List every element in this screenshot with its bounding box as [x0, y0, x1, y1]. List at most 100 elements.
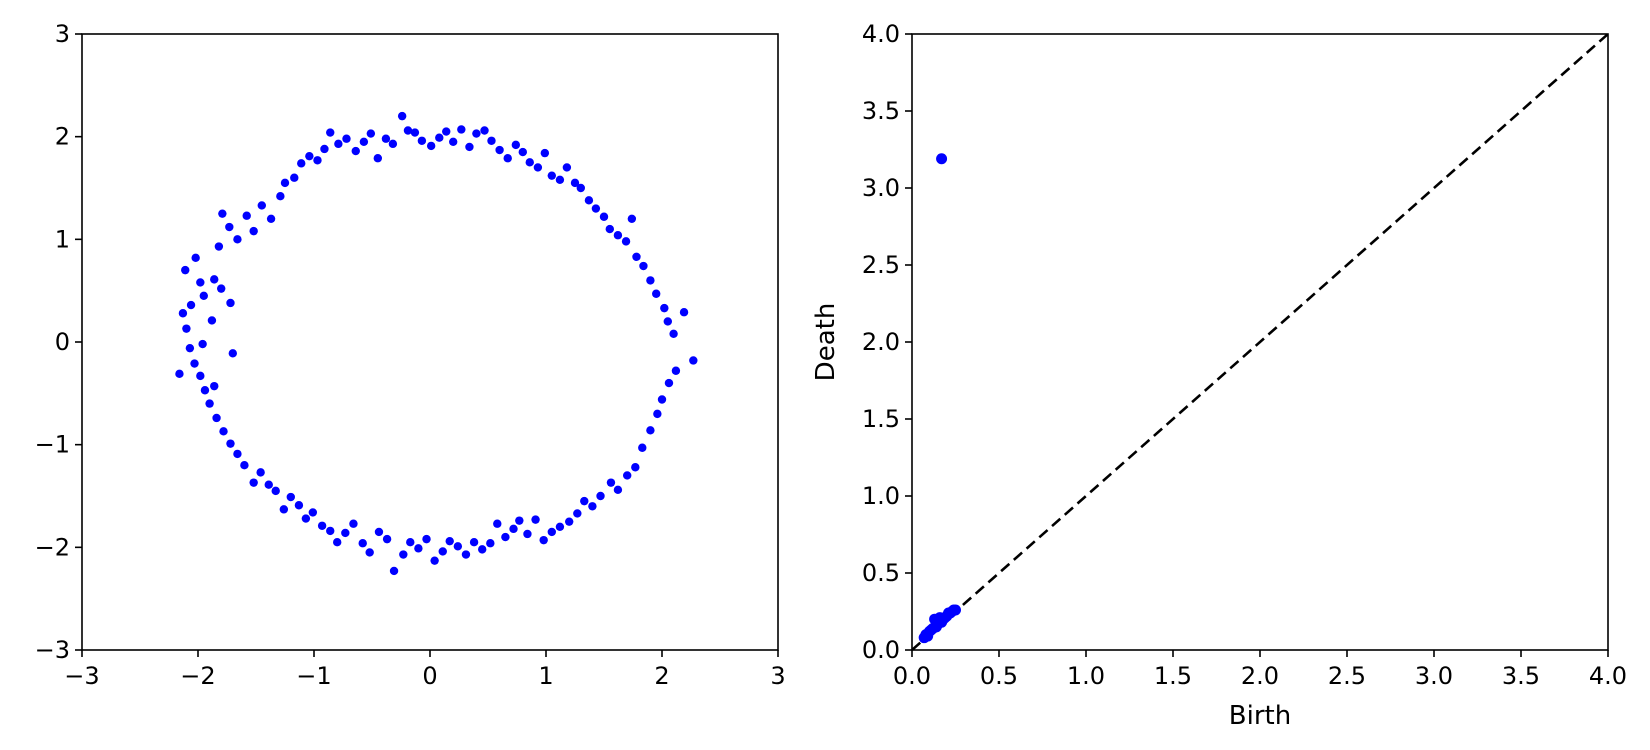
circle-scatter-point	[573, 509, 582, 518]
y-tick-label: 3.0	[862, 174, 900, 202]
persistence-point	[950, 604, 961, 616]
y-tick-label: 1.5	[862, 405, 900, 433]
circle-scatter-point	[266, 214, 276, 223]
circle-scatter-point	[469, 538, 479, 547]
x-tick-label: 3.0	[1415, 662, 1453, 690]
circle-scatter-point	[422, 534, 431, 544]
circle-scatter-point	[249, 226, 258, 236]
circle-scatter-point	[627, 214, 637, 223]
persistence-y-ticks: 0.0 0.5 1.0 1.5 2.0 2.5 3.0 3.5 4.0	[862, 20, 912, 664]
circle-scatter-point	[219, 427, 228, 436]
circle-scatter-panel: −3 −2 −1 0 1 2 3 −3 −2 −1 0 1 2 3	[35, 20, 786, 690]
circle-scatter-point	[381, 134, 391, 143]
circle-scatter-point	[191, 253, 200, 263]
circle-scatter-point	[366, 129, 376, 138]
circle-scatter-point	[632, 252, 641, 261]
circle-scatter-point	[185, 343, 195, 353]
circle-scatter-point	[646, 426, 655, 435]
circle-scatter-point	[663, 317, 672, 326]
circle-scatter-point	[326, 128, 335, 137]
circle-scatter-point	[533, 163, 543, 172]
circle-scatter-point	[565, 517, 574, 526]
circle-scatter-point	[190, 359, 199, 368]
persistence-diagram-panel: 0.0 0.5 1.0 1.5 2.0 2.5 3.0 3.5 4.0 0.0 0.5 1.0 1.5…	[811, 20, 1627, 731]
x-tick-label: 2.0	[1241, 662, 1279, 690]
circle-scatter-point	[399, 550, 408, 559]
circle-scatter-point	[438, 547, 447, 556]
circle-scatter-point	[320, 144, 329, 154]
circle-scatter-point	[286, 492, 295, 502]
circle-scatter-point	[653, 409, 662, 419]
x-tick-label: 1.5	[1154, 662, 1192, 690]
circle-scatter-point	[596, 491, 605, 501]
circle-scatter-point	[233, 449, 242, 459]
circle-scatter-point	[465, 142, 474, 152]
y-tick-label: 0	[55, 328, 70, 356]
circle-scatter-point	[457, 125, 466, 134]
circle-scatter-point	[638, 443, 647, 452]
circle-scatter-point	[449, 137, 458, 146]
y-tick-label: 3.5	[862, 97, 900, 125]
circle-scatter-point	[657, 395, 667, 404]
persistence-points	[918, 153, 961, 644]
x-tick-label: 4.0	[1589, 662, 1627, 690]
circle-scatter-point	[196, 278, 205, 287]
circle-scatter-point	[531, 515, 540, 524]
circle-scatter-point	[217, 284, 226, 293]
y-tick-label: 0.0	[862, 636, 900, 664]
circle-scatter-point	[326, 526, 335, 536]
circle-scatter-point	[410, 128, 420, 137]
circle-scatter-point	[445, 536, 454, 546]
x-tick-label: 3.5	[1502, 662, 1540, 690]
circle-scatter-point	[580, 496, 589, 506]
circle-scatter-point	[631, 463, 640, 472]
circle-scatter-point	[515, 516, 524, 525]
circle-scatter-point	[249, 478, 258, 487]
circle-scatter-point	[297, 159, 306, 168]
y-tick-label: −1	[35, 431, 70, 459]
circle-scatter-point	[652, 289, 661, 298]
circle-scatter-point	[342, 134, 351, 143]
circle-scatter-point	[480, 126, 489, 135]
circle-scatter-point	[547, 527, 556, 537]
circle-scatter-point	[430, 556, 439, 565]
circle-scatter-point	[214, 242, 224, 251]
circle-scatter-point	[210, 381, 219, 391]
circle-scatter-point	[317, 521, 327, 530]
circle-scatter-y-ticks: −3 −2 −1 0 1 2 3	[35, 20, 82, 664]
circle-scatter-point	[539, 535, 548, 545]
y-tick-label: 2.0	[862, 328, 900, 356]
y-tick-label: 1.0	[862, 482, 900, 510]
circle-scatter-point	[487, 136, 496, 145]
circle-scatter-point	[200, 386, 210, 395]
x-tick-label: 3	[770, 662, 785, 690]
x-tick-label: 0.5	[980, 662, 1018, 690]
circle-scatter-point	[623, 471, 632, 480]
circle-scatter-point	[613, 485, 623, 495]
circle-scatter-point	[540, 148, 550, 158]
circle-scatter-point	[555, 175, 565, 184]
x-tick-label: −3	[64, 662, 99, 690]
circle-scatter-point	[228, 349, 237, 358]
circle-scatter-point	[276, 192, 285, 201]
circle-scatter-point	[388, 139, 398, 149]
circle-scatter-point	[584, 196, 594, 205]
circle-scatter-point	[233, 235, 242, 244]
circle-scatter-point	[240, 461, 249, 470]
circle-scatter-point	[547, 171, 556, 180]
circle-scatter-point	[205, 399, 214, 408]
circle-scatter-point	[406, 538, 415, 547]
persistence-x-ticks: 0.0 0.5 1.0 1.5 2.0 2.5 3.0 3.5 4.0	[893, 650, 1627, 690]
circle-scatter-point	[503, 154, 512, 163]
circle-scatter-point	[621, 237, 631, 246]
y-tick-label: 4.0	[862, 20, 900, 48]
y-tick-label: 2	[55, 123, 70, 151]
circle-scatter-point	[305, 151, 314, 161]
circle-scatter-point	[226, 439, 235, 448]
circle-scatter-point	[341, 528, 350, 538]
circle-scatter-point	[373, 154, 382, 163]
x-tick-label: 1	[538, 662, 553, 690]
circle-scatter-point	[207, 316, 217, 325]
circle-scatter-point	[606, 478, 616, 487]
circle-scatter-point	[313, 156, 322, 165]
